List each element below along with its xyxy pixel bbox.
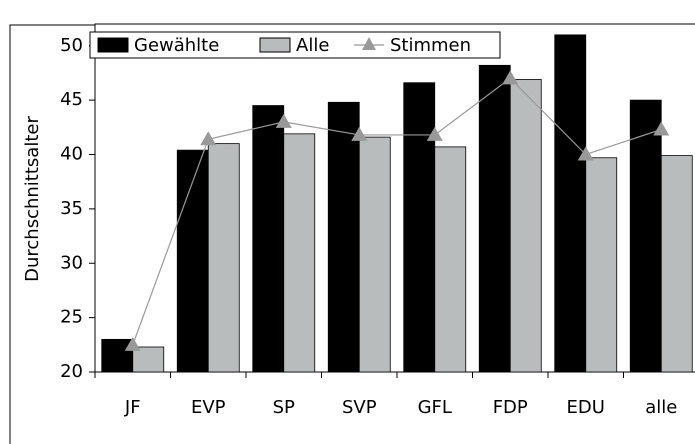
- bar: [283, 133, 316, 373]
- x-tick-label: JF: [124, 397, 141, 418]
- y-tick-label: 30: [60, 252, 83, 273]
- bar: [554, 34, 587, 373]
- bar: [478, 64, 511, 373]
- line-marker: [351, 126, 368, 141]
- line-marker: [124, 336, 141, 351]
- line-marker: [426, 126, 443, 141]
- bar: [660, 155, 693, 373]
- legend-label: Alle: [296, 35, 329, 56]
- bar: [207, 143, 240, 373]
- line-marker: [275, 113, 292, 128]
- line-marker: [502, 70, 519, 85]
- x-tick-label: EDU: [567, 397, 605, 418]
- bar: [585, 157, 618, 373]
- x-tick-label: SP: [273, 397, 295, 418]
- line-marker: [577, 146, 594, 161]
- y-tick-label: 25: [60, 307, 83, 328]
- y-tick-label: 40: [60, 144, 83, 165]
- legend-box: [89, 31, 501, 59]
- x-tick-label: SVP: [342, 397, 377, 418]
- bar: [327, 101, 360, 373]
- bar: [101, 338, 134, 373]
- legend-swatch: [362, 37, 376, 50]
- bar: [629, 99, 662, 373]
- bar: [176, 149, 209, 373]
- line: [132, 77, 662, 346]
- legend-label: Stimmen: [390, 35, 471, 56]
- bar: [252, 105, 285, 373]
- bar: [403, 82, 436, 373]
- legend: Gewählte Alle Stimmen: [89, 31, 501, 59]
- x-tick-label: FDP: [493, 397, 528, 418]
- legend-swatch: [97, 37, 129, 53]
- x-tick-label: alle: [645, 397, 677, 418]
- y-tick-label: 35: [60, 198, 83, 219]
- y-tick-label: 50: [60, 35, 83, 56]
- y-tick-label: 45: [60, 89, 83, 110]
- bar: [132, 346, 165, 373]
- bar: [434, 146, 467, 373]
- line-marker: [200, 131, 217, 146]
- y-axis-label: Durchschnittsalter: [22, 116, 43, 282]
- legend-label: Gewählte: [134, 35, 219, 56]
- x-tick-label: GFL: [418, 397, 452, 418]
- bar: [358, 136, 391, 373]
- legend-swatch: [259, 37, 291, 53]
- x-tick-label: EVP: [191, 397, 226, 418]
- y-tick-label: 20: [60, 361, 83, 382]
- line-marker: [653, 121, 670, 136]
- bar: [509, 79, 542, 373]
